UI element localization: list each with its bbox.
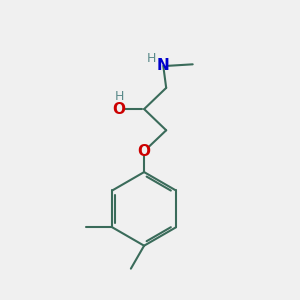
- Text: O: O: [138, 144, 151, 159]
- Text: H: H: [147, 52, 156, 65]
- Text: H: H: [114, 90, 124, 103]
- Text: O: O: [112, 102, 126, 117]
- Text: N: N: [157, 58, 169, 73]
